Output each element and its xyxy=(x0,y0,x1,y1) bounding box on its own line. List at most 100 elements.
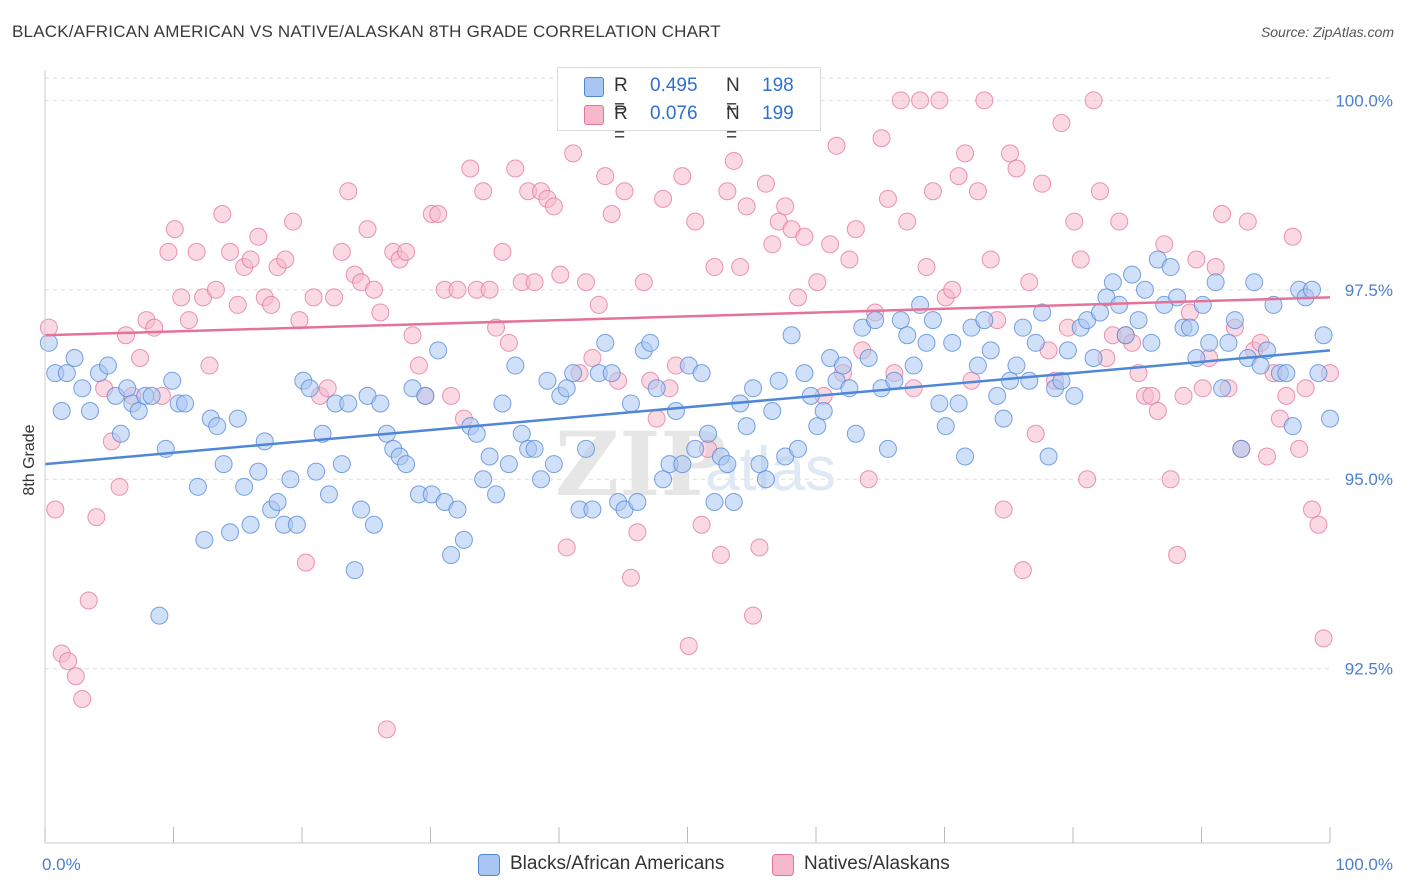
point-blacks xyxy=(1206,273,1225,292)
point-natives xyxy=(576,273,595,292)
point-blacks xyxy=(332,455,351,474)
point-blacks xyxy=(287,515,306,534)
point-blacks xyxy=(782,326,801,345)
point-blacks xyxy=(1277,364,1296,383)
point-natives xyxy=(718,182,737,201)
point-blacks xyxy=(621,394,640,413)
point-blacks xyxy=(319,485,338,504)
point-natives xyxy=(1052,114,1071,133)
point-natives xyxy=(110,477,129,496)
point-natives xyxy=(332,242,351,261)
point-blacks xyxy=(214,455,233,474)
point-blacks xyxy=(255,432,274,451)
point-natives xyxy=(304,288,323,307)
point-blacks xyxy=(904,356,923,375)
point-blacks xyxy=(917,333,936,352)
point-blacks xyxy=(647,379,666,398)
point-blacks xyxy=(487,485,506,504)
point-natives xyxy=(179,311,198,330)
point-natives xyxy=(339,182,358,201)
point-natives xyxy=(397,242,416,261)
point-blacks xyxy=(150,606,169,625)
point-blacks xyxy=(195,530,214,549)
point-blacks xyxy=(506,356,525,375)
point-blacks xyxy=(474,470,493,489)
point-blacks xyxy=(364,515,383,534)
point-natives xyxy=(968,182,987,201)
point-blacks xyxy=(859,348,878,367)
x-tick-label: 0.0% xyxy=(42,855,81,874)
point-blacks xyxy=(1142,333,1161,352)
point-natives xyxy=(493,242,512,261)
point-natives xyxy=(917,258,936,277)
point-blacks xyxy=(795,364,814,383)
point-natives xyxy=(1007,159,1026,178)
point-blacks xyxy=(142,386,161,405)
point-blacks xyxy=(235,477,254,496)
x-tick-label: 100.0% xyxy=(1335,855,1393,874)
point-blacks xyxy=(397,455,416,474)
point-natives xyxy=(878,189,897,208)
point-blacks xyxy=(898,326,917,345)
point-natives xyxy=(506,159,525,178)
point-blacks xyxy=(532,470,551,489)
point-blacks xyxy=(493,394,512,413)
point-blacks xyxy=(249,462,268,481)
legend-swatch-blacks xyxy=(584,77,604,97)
point-blacks xyxy=(371,394,390,413)
point-blacks xyxy=(1251,356,1270,375)
point-natives xyxy=(1314,629,1333,648)
point-blacks xyxy=(1052,371,1071,390)
point-natives xyxy=(557,538,576,557)
point-natives xyxy=(59,652,78,671)
point-natives xyxy=(448,280,467,299)
point-natives xyxy=(364,280,383,299)
point-blacks xyxy=(654,470,673,489)
point-blacks xyxy=(596,333,615,352)
point-blacks xyxy=(1321,409,1339,428)
point-natives xyxy=(1078,470,1097,489)
point-natives xyxy=(241,250,260,269)
point-natives xyxy=(994,500,1013,519)
point-blacks xyxy=(968,356,987,375)
point-natives xyxy=(1303,500,1322,519)
point-blacks xyxy=(949,394,968,413)
point-blacks xyxy=(878,439,897,458)
point-natives xyxy=(1071,250,1090,269)
point-natives xyxy=(1090,182,1109,201)
point-natives xyxy=(744,606,763,625)
point-natives xyxy=(442,386,461,405)
point-natives xyxy=(39,318,58,337)
point-natives xyxy=(686,212,705,231)
point-natives xyxy=(159,242,178,261)
point-natives xyxy=(145,318,164,337)
point-blacks xyxy=(885,371,904,390)
point-natives xyxy=(1277,386,1296,405)
point-natives xyxy=(116,326,135,345)
point-natives xyxy=(499,333,518,352)
point-natives xyxy=(131,348,150,367)
x-tick-labels: 0.0% 100.0% xyxy=(42,855,1393,874)
point-natives xyxy=(276,250,295,269)
point-blacks xyxy=(111,424,130,443)
point-natives xyxy=(461,159,480,178)
point-natives xyxy=(1174,386,1193,405)
point-natives xyxy=(628,523,647,542)
point-natives xyxy=(750,538,769,557)
point-natives xyxy=(325,288,344,307)
point-natives xyxy=(1001,144,1020,163)
legend-swatch-blacks xyxy=(478,854,500,876)
point-blacks xyxy=(1123,265,1142,284)
n-label: N = xyxy=(726,103,740,146)
point-blacks xyxy=(1225,311,1244,330)
point-natives xyxy=(66,667,85,686)
point-natives xyxy=(1290,439,1309,458)
point-blacks xyxy=(221,523,240,542)
point-natives xyxy=(827,136,846,155)
point-natives xyxy=(872,129,891,148)
point-natives xyxy=(200,356,219,375)
point-natives xyxy=(358,220,377,239)
legend-label-blacks: Blacks/African Americans xyxy=(510,853,725,874)
point-blacks xyxy=(911,295,930,314)
point-natives xyxy=(705,258,724,277)
